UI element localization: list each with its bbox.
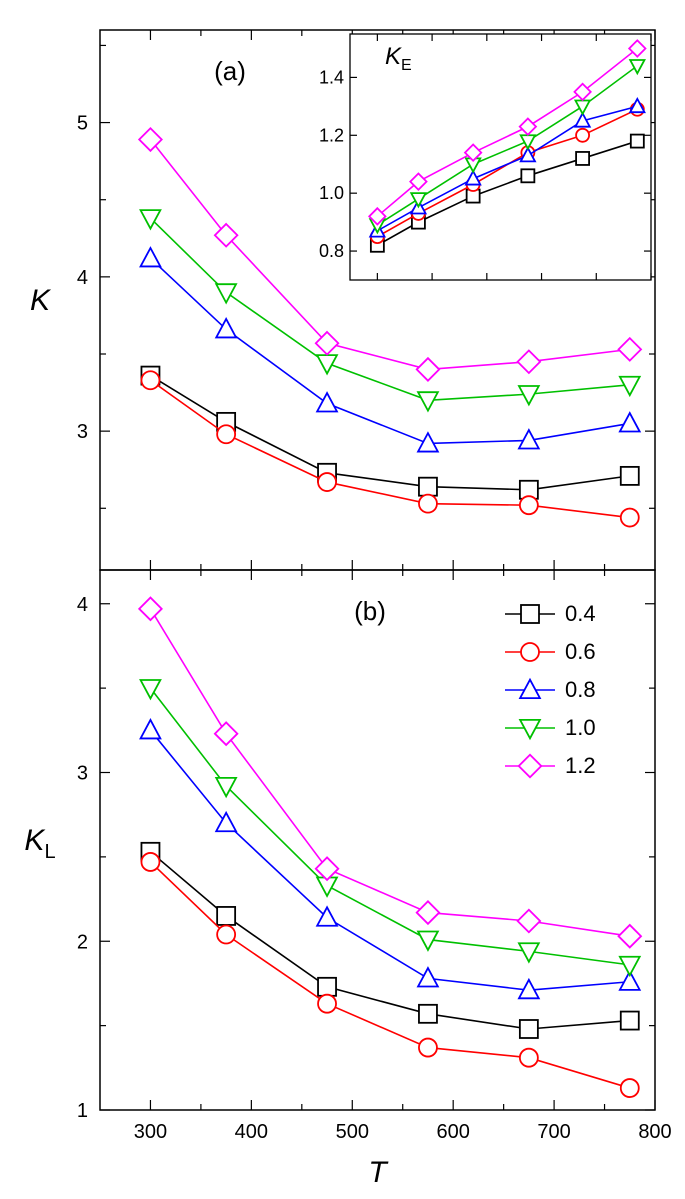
svg-text:500: 500 bbox=[336, 1121, 369, 1143]
svg-text:1.0: 1.0 bbox=[319, 183, 344, 203]
figure-container: 300 400 500 600 700 800 3 4 5 1 2 3 4 T K KL (a) (b) 0.8 1.… bbox=[0, 0, 685, 1199]
svg-text:1.2: 1.2 bbox=[565, 753, 596, 778]
svg-text:0.8: 0.8 bbox=[319, 241, 344, 261]
svg-text:4: 4 bbox=[77, 594, 88, 616]
svg-text:400: 400 bbox=[235, 1121, 268, 1143]
svg-text:1.0: 1.0 bbox=[565, 715, 596, 740]
svg-text:3: 3 bbox=[77, 763, 88, 785]
svg-text:1.2: 1.2 bbox=[319, 125, 344, 145]
svg-text:4: 4 bbox=[77, 267, 88, 289]
svg-text:300: 300 bbox=[134, 1121, 167, 1143]
svg-text:KL: KL bbox=[24, 824, 55, 863]
svg-text:0.8: 0.8 bbox=[565, 677, 596, 702]
svg-text:600: 600 bbox=[436, 1121, 469, 1143]
svg-text:0.6: 0.6 bbox=[565, 639, 596, 664]
svg-text:T: T bbox=[368, 1156, 389, 1189]
svg-text:1: 1 bbox=[77, 1100, 88, 1122]
svg-text:700: 700 bbox=[537, 1121, 570, 1143]
svg-text:3: 3 bbox=[77, 421, 88, 443]
svg-text:800: 800 bbox=[638, 1121, 671, 1143]
svg-text:0.4: 0.4 bbox=[565, 601, 596, 626]
svg-text:(b): (b) bbox=[354, 596, 386, 626]
svg-text:5: 5 bbox=[77, 113, 88, 135]
svg-text:1.4: 1.4 bbox=[319, 67, 344, 87]
svg-text:K: K bbox=[30, 284, 52, 317]
svg-text:(a): (a) bbox=[214, 56, 246, 86]
chart-svg: 300 400 500 600 700 800 3 4 5 1 2 3 4 T K KL (a) (b) 0.8 1.… bbox=[0, 0, 685, 1199]
svg-text:2: 2 bbox=[77, 931, 88, 953]
